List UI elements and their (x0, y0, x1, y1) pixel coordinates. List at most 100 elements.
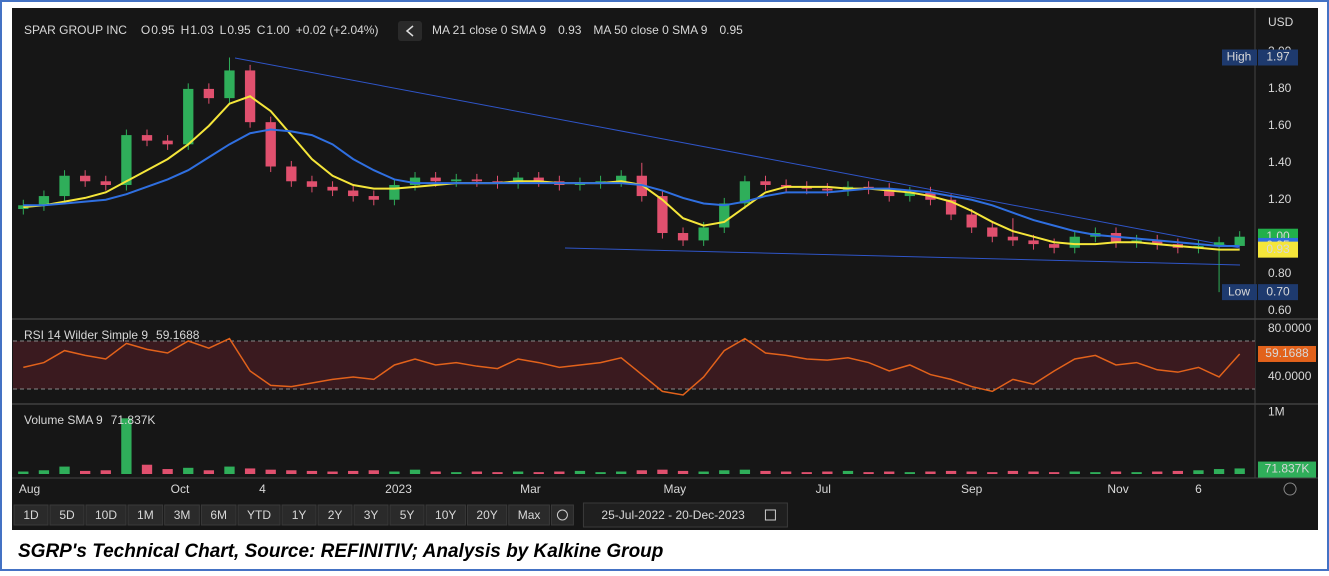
candle-body (409, 177, 421, 185)
volume-bar (595, 472, 606, 474)
range-button[interactable] (85, 504, 127, 526)
x-tick-label: 6 (1195, 482, 1202, 496)
volume-legend-value: 71.837K (111, 413, 156, 427)
x-tick-label: 2023 (385, 482, 412, 496)
volume-bar (904, 472, 915, 474)
range-button[interactable] (13, 504, 49, 526)
range-button[interactable] (317, 504, 353, 526)
candle-body (533, 177, 544, 182)
candle-body (760, 181, 771, 185)
volume-bar (471, 471, 483, 474)
candle-body (348, 190, 359, 197)
volume-bar (492, 472, 503, 474)
volume-bar (1193, 470, 1204, 474)
volume-bar (306, 470, 318, 474)
candle-body (822, 188, 833, 191)
candle-body (224, 70, 235, 99)
volume-bar (966, 471, 977, 474)
range-button[interactable] (127, 504, 164, 526)
symbol: SPAR GROUP INC (24, 23, 127, 37)
trend-line (564, 247, 1241, 266)
badge-name: Low (1228, 284, 1250, 298)
candle-body (616, 175, 627, 182)
volume-bar (265, 469, 276, 474)
volume-bar (925, 471, 936, 474)
rsi-badge-label: 59.1688 (1265, 346, 1309, 360)
range-button[interactable] (281, 504, 317, 526)
candle-body (162, 140, 173, 145)
range-label: 5D (59, 508, 75, 522)
candle-body (471, 179, 483, 182)
volume-bar (677, 470, 689, 474)
candle-body (719, 203, 730, 228)
chevron-icon (405, 25, 414, 37)
volume-bar (1172, 470, 1183, 474)
price-badge-label: 1.97 (1266, 50, 1290, 64)
candle-body (657, 196, 668, 234)
x-tick-label: Mar (520, 482, 541, 496)
candle-body (677, 233, 689, 241)
volume-bar (657, 469, 668, 474)
price-badge-label: 0.93 (1266, 242, 1290, 256)
range-label: 1Y (292, 508, 307, 522)
range-button[interactable] (237, 504, 281, 526)
range-button[interactable] (425, 504, 466, 526)
collapse-button[interactable] (398, 21, 422, 41)
candle-body (203, 88, 215, 99)
volume-bar (18, 471, 29, 474)
range-button[interactable] (353, 504, 389, 526)
volume-bar (368, 470, 379, 474)
volume-bar (822, 471, 833, 474)
volume-bar (574, 470, 586, 474)
x-tick-label: Aug (19, 482, 40, 496)
volume-bar (327, 471, 338, 474)
volume-bar (409, 469, 421, 474)
range-button[interactable] (49, 504, 85, 526)
volume-bar (59, 466, 70, 474)
y-tick-label: 1.80 (1268, 81, 1292, 95)
range-button[interactable] (389, 504, 425, 526)
chart-bg (12, 8, 1318, 530)
candle-body (966, 214, 977, 228)
y-tick-label: 1.40 (1268, 155, 1292, 169)
range-button[interactable] (200, 504, 237, 526)
volume-bar (760, 470, 771, 474)
volume-bar (739, 469, 751, 474)
y-tick-label: 40.0000 (1268, 369, 1312, 383)
volume-bar (698, 471, 709, 474)
volume-bar (801, 472, 812, 474)
candle-body (451, 179, 462, 182)
date-range[interactable] (582, 502, 788, 528)
candle-body (59, 175, 70, 197)
date-range-label: 25-Jul-2022 - 20-Dec-2023 (601, 508, 745, 522)
settings-button[interactable] (550, 504, 574, 526)
volume-bar (244, 468, 256, 474)
volume-bar (286, 470, 297, 474)
range-button[interactable] (466, 504, 508, 526)
range-label: 20Y (476, 508, 497, 522)
volume-bar (38, 470, 50, 474)
candle-body (286, 166, 297, 182)
ohlc-key: C (257, 23, 266, 37)
candle-body (430, 177, 441, 182)
ohlc-value: 0.95 (227, 23, 251, 37)
rsi-band (13, 340, 1255, 389)
candle-body (1007, 236, 1019, 241)
volume-bar (1131, 472, 1142, 474)
candle-body (141, 135, 153, 141)
candle-body (698, 227, 709, 241)
badge-name-bg (1222, 49, 1257, 66)
range-button[interactable] (164, 504, 200, 526)
range-button[interactable] (508, 504, 550, 526)
volume-bar (842, 470, 854, 474)
volume-bar (1069, 471, 1080, 474)
ohlc-key: O (141, 23, 150, 37)
x-tick-label: Oct (171, 482, 190, 496)
volume-bar (987, 472, 998, 474)
settings-icon[interactable] (1283, 482, 1297, 496)
volume-bar (121, 418, 132, 474)
volume-bar (533, 472, 544, 474)
candle-body (739, 181, 751, 204)
